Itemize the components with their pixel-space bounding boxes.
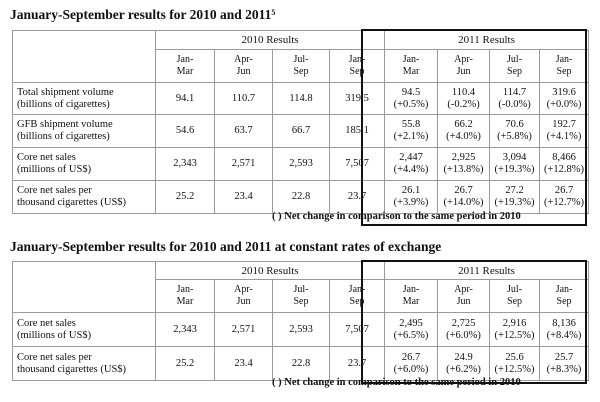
period-header: Apr- Jun (214, 279, 273, 313)
value-cell: 2,343 (155, 312, 215, 347)
group-header-2011: 2011 Results (384, 261, 590, 280)
table-row: Core net sales (millions of US$) 2,343 2,… (12, 312, 590, 347)
value-change-cell: 192.7 (+4.1%) (539, 114, 590, 148)
period-header: Apr- Jun (214, 49, 273, 83)
footnote-marker: 5 (271, 8, 276, 17)
value-cell: 7,507 (328, 147, 386, 181)
value-change-cell: 55.8 (+2.1%) (384, 114, 439, 148)
table1-corner-cell (12, 30, 156, 83)
table2-corner-cell (12, 261, 156, 313)
value-cell: 23.4 (214, 346, 273, 381)
period-header: Jan- Sep (328, 49, 386, 83)
table-row: Core net sales (millions of US$) 2,343 2,… (12, 147, 590, 181)
group-header-2010: 2010 Results (154, 30, 386, 50)
row-label: Core net sales (millions of US$) (12, 147, 156, 181)
period-header: Apr- Jun (437, 49, 491, 83)
row-label: Core net sales per thousand cigarettes (U… (12, 346, 156, 381)
value-change-cell: 24.9 (+6.2%) (437, 346, 491, 381)
results-table-2010-2011: 2010 Results 2011 Results Jan- Mar Apr- Ju… (12, 30, 590, 214)
value-change-cell: 26.7 (+12.7%) (539, 180, 590, 214)
period-header: Jan- Mar (384, 49, 439, 83)
value-change-cell: 2,925 (+13.8%) (437, 147, 491, 181)
group-header-2011: 2011 Results (384, 30, 590, 50)
table-row: GFB shipment volume (billions of cigarett… (12, 114, 590, 148)
value-cell: 54.6 (155, 114, 215, 148)
value-change-cell: 114.7 (-0.0%) (489, 82, 541, 115)
table2-group-header-row: 2010 Results 2011 Results (12, 261, 590, 313)
table1-title-text: January-September results for 2010 and 2… (10, 7, 272, 22)
period-header: Jan- Sep (539, 279, 590, 313)
value-change-cell: 2,447 (+4.4%) (384, 147, 439, 181)
row-label: Core net sales (millions of US$) (12, 312, 156, 347)
value-change-cell: 319.6 (+0.0%) (539, 82, 590, 115)
value-change-cell: 27.2 (+19.3%) (489, 180, 541, 214)
period-header: Jul- Sep (489, 279, 541, 313)
value-change-cell: 94.5 (+0.5%) (384, 82, 439, 115)
period-header: Jul- Sep (272, 49, 330, 83)
row-label: Core net sales per thousand cigarettes (U… (12, 180, 156, 214)
value-cell: 25.2 (155, 180, 215, 214)
table-row: Total shipment volume (billions of cigare… (12, 82, 590, 115)
table1-period-header-row: Jan- Mar Apr- Jun Jul- Sep Jan- Sep Jan- Mar … (13, 49, 590, 83)
value-change-cell: 25.7 (+8.3%) (539, 346, 590, 381)
table2-period-header-row: Jan- Mar Apr- Jun Jul- Sep Jan- Sep Jan- Mar … (13, 279, 590, 313)
value-cell: 110.7 (214, 82, 273, 115)
value-change-cell: 26.7 (+6.0%) (384, 346, 439, 381)
value-change-cell: 26.1 (+3.9%) (384, 180, 439, 214)
value-cell: 23.4 (214, 180, 273, 214)
period-header: Jan- Mar (155, 279, 215, 313)
table2-title: January-September results for 2010 and 2… (10, 239, 442, 254)
period-header: Jul- Sep (489, 49, 541, 83)
value-cell: 319.5 (328, 82, 386, 115)
row-label: Total shipment volume (billions of cigare… (12, 82, 156, 115)
table-row: Core net sales per thousand cigarettes (U… (12, 346, 590, 381)
period-header: Jan- Sep (328, 279, 386, 313)
value-cell: 22.8 (272, 180, 330, 214)
value-cell: 2,571 (214, 147, 273, 181)
table1-wrapper: 2010 Results 2011 Results Jan- Mar Apr- Ju… (12, 30, 590, 214)
value-cell: 2,343 (155, 147, 215, 181)
table2-wrapper: 2010 Results 2011 Results Jan- Mar Apr- Ju… (12, 261, 590, 381)
table1-group-header-row: 2010 Results 2011 Results (12, 30, 590, 83)
value-cell: 2,571 (214, 312, 273, 347)
value-cell: 94.1 (155, 82, 215, 115)
value-change-cell: 110.4 (-0.2%) (437, 82, 491, 115)
group-header-2010: 2010 Results (154, 261, 386, 280)
value-change-cell: 8,136 (+8.4%) (539, 312, 590, 347)
value-change-cell: 8,466 (+12.8%) (539, 147, 590, 181)
value-cell: 66.7 (272, 114, 330, 148)
value-change-cell: 2,916 (+12.5%) (489, 312, 541, 347)
value-cell: 7,507 (328, 312, 386, 347)
period-header: Jan- Mar (384, 279, 439, 313)
value-cell: 25.2 (155, 346, 215, 381)
value-change-cell: 2,495 (+6.5%) (384, 312, 439, 347)
results-table-constant-exchange: 2010 Results 2011 Results Jan- Mar Apr- Ju… (12, 261, 590, 381)
table-row: Core net sales per thousand cigarettes (U… (12, 180, 590, 214)
value-change-cell: 3,094 (+19.3%) (489, 147, 541, 181)
value-cell: 23.7 (328, 180, 386, 214)
value-change-cell: 66.2 (+4.0%) (437, 114, 491, 148)
value-cell: 2,593 (272, 312, 330, 347)
value-cell: 2,593 (272, 147, 330, 181)
value-cell: 185.1 (328, 114, 386, 148)
row-label: GFB shipment volume (billions of cigarett… (12, 114, 156, 148)
value-cell: 22.8 (272, 346, 330, 381)
period-header: Apr- Jun (437, 279, 491, 313)
value-change-cell: 25.6 (+12.5%) (489, 346, 541, 381)
table1-footnote: ( ) Net change in comparison to the same… (272, 211, 521, 222)
value-change-cell: 2,725 (+6.0%) (437, 312, 491, 347)
value-change-cell: 26.7 (+14.0%) (437, 180, 491, 214)
period-header: Jan- Sep (539, 49, 590, 83)
value-change-cell: 70.6 (+5.8%) (489, 114, 541, 148)
table2-footnote: ( ) Net change in comparison to the same… (272, 377, 521, 388)
table1-title: January-September results for 2010 and 2… (10, 7, 275, 23)
period-header: Jul- Sep (272, 279, 330, 313)
value-cell: 63.7 (214, 114, 273, 148)
period-header: Jan- Mar (155, 49, 215, 83)
value-cell: 23.7 (328, 346, 386, 381)
value-cell: 114.8 (272, 82, 330, 115)
